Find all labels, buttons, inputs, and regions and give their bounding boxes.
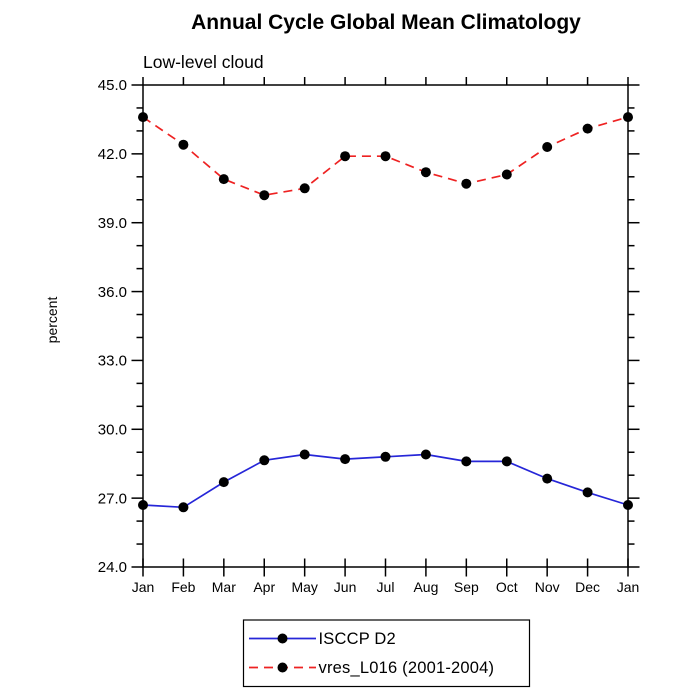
data-point-marker	[178, 502, 189, 513]
data-point-marker	[501, 456, 512, 467]
data-point-marker	[138, 500, 148, 510]
data-point-marker	[461, 178, 472, 189]
x-tick-label: Sep	[454, 579, 479, 595]
data-point-marker	[259, 455, 270, 466]
series-line-0	[142, 453, 629, 509]
legend-label-1: vres_L016 (2001-2004)	[319, 659, 495, 677]
data-point-marker	[542, 142, 553, 152]
y-axis-label: percent	[44, 297, 60, 344]
chart-subtitle: Low-level cloud	[143, 52, 264, 72]
x-tick-label: Oct	[496, 579, 518, 595]
axes: 24.0 27.0 30.0 33.0 36.0 39.0 42.0 45.0 Jan Feb Ma…	[98, 77, 640, 595]
y-tick-label: 33.0	[98, 353, 127, 370]
legend-label-0: ISCCP D2	[319, 630, 396, 648]
data-point-marker	[218, 174, 229, 185]
legend-marker-0	[277, 633, 288, 644]
data-point-marker	[582, 487, 593, 498]
data-point-marker	[420, 449, 431, 460]
data-point-marker	[501, 169, 512, 180]
x-tick-label: Aug	[413, 579, 438, 595]
data-point-marker	[299, 183, 310, 194]
data-point-marker	[420, 167, 431, 178]
data-point-marker	[623, 112, 633, 123]
legend: ISCCP D2 vres_L016 (2001-2004)	[242, 619, 531, 688]
y-tick-label: 27.0	[98, 490, 127, 507]
data-point-marker	[461, 456, 472, 467]
x-tick-label: Dec	[575, 579, 600, 595]
x-tick-label: Jan	[132, 579, 155, 595]
data-point-marker	[138, 112, 148, 123]
plot-frame	[142, 84, 629, 568]
data-point-marker	[259, 190, 270, 201]
x-tick-label: Apr	[253, 579, 275, 595]
x-tick-label: Feb	[171, 579, 195, 595]
y-tick-label: 24.0	[98, 559, 127, 576]
data-point-marker	[380, 151, 391, 162]
x-tick-label: Nov	[535, 579, 560, 595]
y-tick-label: 30.0	[98, 421, 127, 438]
data-point-marker	[623, 500, 633, 510]
data-point-marker	[380, 451, 391, 462]
y-tick-label: 39.0	[98, 215, 127, 232]
x-tick-label: Jul	[377, 579, 395, 595]
data-point-marker	[582, 123, 593, 134]
x-tick-label: May	[291, 579, 317, 595]
chart-title: Annual Cycle Global Mean Climatology	[191, 11, 581, 34]
x-tick-label: Jun	[334, 579, 357, 595]
y-tick-label: 45.0	[98, 77, 127, 94]
x-tick-label: Jan	[617, 579, 640, 595]
data-point-marker	[178, 139, 189, 150]
legend-marker-1	[277, 662, 288, 673]
data-point-marker	[542, 473, 553, 484]
data-point-marker	[340, 151, 351, 162]
y-tick-label: 42.0	[98, 146, 127, 163]
legend-box	[242, 619, 531, 688]
y-tick-label: 36.0	[98, 284, 127, 301]
data-point-marker	[218, 477, 229, 488]
x-tick-label: Mar	[212, 579, 236, 595]
data-point-marker	[340, 454, 351, 465]
data-point-marker	[299, 449, 310, 460]
plot-series	[138, 112, 633, 513]
